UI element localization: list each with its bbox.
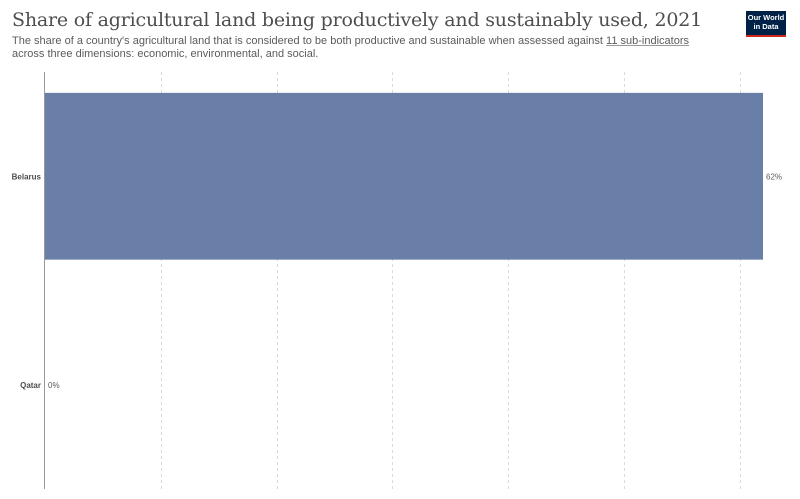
sub-indicators-link[interactable]: 11 sub-indicators — [606, 35, 689, 47]
category-label: Qatar — [20, 381, 41, 390]
logo-accent-bar — [746, 35, 786, 37]
subtitle-text-after: across three dimensions: economic, envir… — [12, 47, 319, 60]
value-label: 0% — [48, 381, 60, 390]
subtitle-text-before: The share of a country's agricultural la… — [12, 35, 607, 47]
bar — [45, 92, 763, 260]
logo-line-1: Our World — [747, 13, 785, 22]
logo-line-2: in Data — [753, 22, 779, 31]
owid-logo[interactable]: Our World in Data — [746, 11, 786, 37]
chart-subtitle: The share of a country's agricultural la… — [12, 35, 712, 60]
value-label: 62% — [766, 172, 782, 181]
category-label: Belarus — [12, 172, 42, 181]
chart-title: Share of agricultural land being product… — [12, 9, 703, 31]
